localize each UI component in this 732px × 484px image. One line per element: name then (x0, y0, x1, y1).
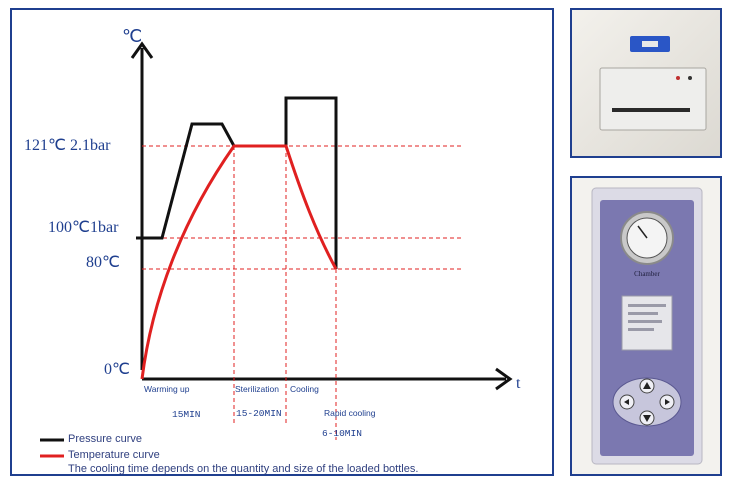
x-axis-label: t (516, 375, 521, 392)
y-axis-arrow (130, 41, 154, 59)
keypad (612, 377, 682, 427)
phase-label-rapid-cooling: Rapid cooling (324, 408, 376, 418)
phase-duration-rapid-cooling: 6-10MIN (322, 428, 362, 439)
cooling-note: The cooling time depends on the quantity… (68, 463, 418, 475)
guide-lines (142, 145, 464, 440)
arrow-down-icon (643, 415, 651, 422)
return-icon (624, 399, 629, 405)
process-diagram: ℃ t 121℃ 2.1bar 100℃1bar 80℃ 0℃ Warming … (24, 26, 521, 475)
legend-label-temperature: Temperature curve (68, 449, 160, 461)
paper-slot (612, 108, 690, 112)
temperature-curve (140, 144, 338, 380)
arrow-up-icon (643, 382, 651, 389)
level-label-0: 0℃ (104, 361, 130, 378)
usb-port-icon (642, 41, 658, 47)
gauge-label: Chamber (634, 270, 660, 278)
pressure-curve (136, 96, 338, 269)
power-led (688, 76, 692, 80)
y-axis-label: ℃ (122, 26, 142, 46)
phase-label-warming: Warming up (144, 384, 190, 394)
phase-label-sterilization: Sterilization (235, 384, 279, 394)
phase-duration-warming: 15MIN (172, 409, 201, 420)
enter-icon (665, 399, 670, 405)
x-axis-arrow (495, 367, 513, 391)
control-panel-illustration: Chamber (572, 178, 720, 474)
phase-label-cooling: Cooling (290, 384, 319, 394)
usb-printer-photo (570, 8, 722, 158)
control-panel-photo: Chamber (570, 176, 722, 476)
phase-duration-sterilization: 15-20MIN (236, 408, 282, 419)
process-diagram-panel: ℃ t 121℃ 2.1bar 100℃1bar 80℃ 0℃ Warming … (10, 8, 554, 476)
level-label-80: 80℃ (86, 254, 120, 271)
status-led (676, 76, 680, 80)
gauge-needle (637, 225, 648, 239)
legend-label-pressure: Pressure curve (68, 433, 142, 445)
printer-body (599, 67, 707, 131)
level-label-121: 121℃ 2.1bar (24, 137, 111, 154)
usb-printer-illustration (572, 10, 720, 156)
level-label-100: 100℃1bar (48, 219, 119, 236)
